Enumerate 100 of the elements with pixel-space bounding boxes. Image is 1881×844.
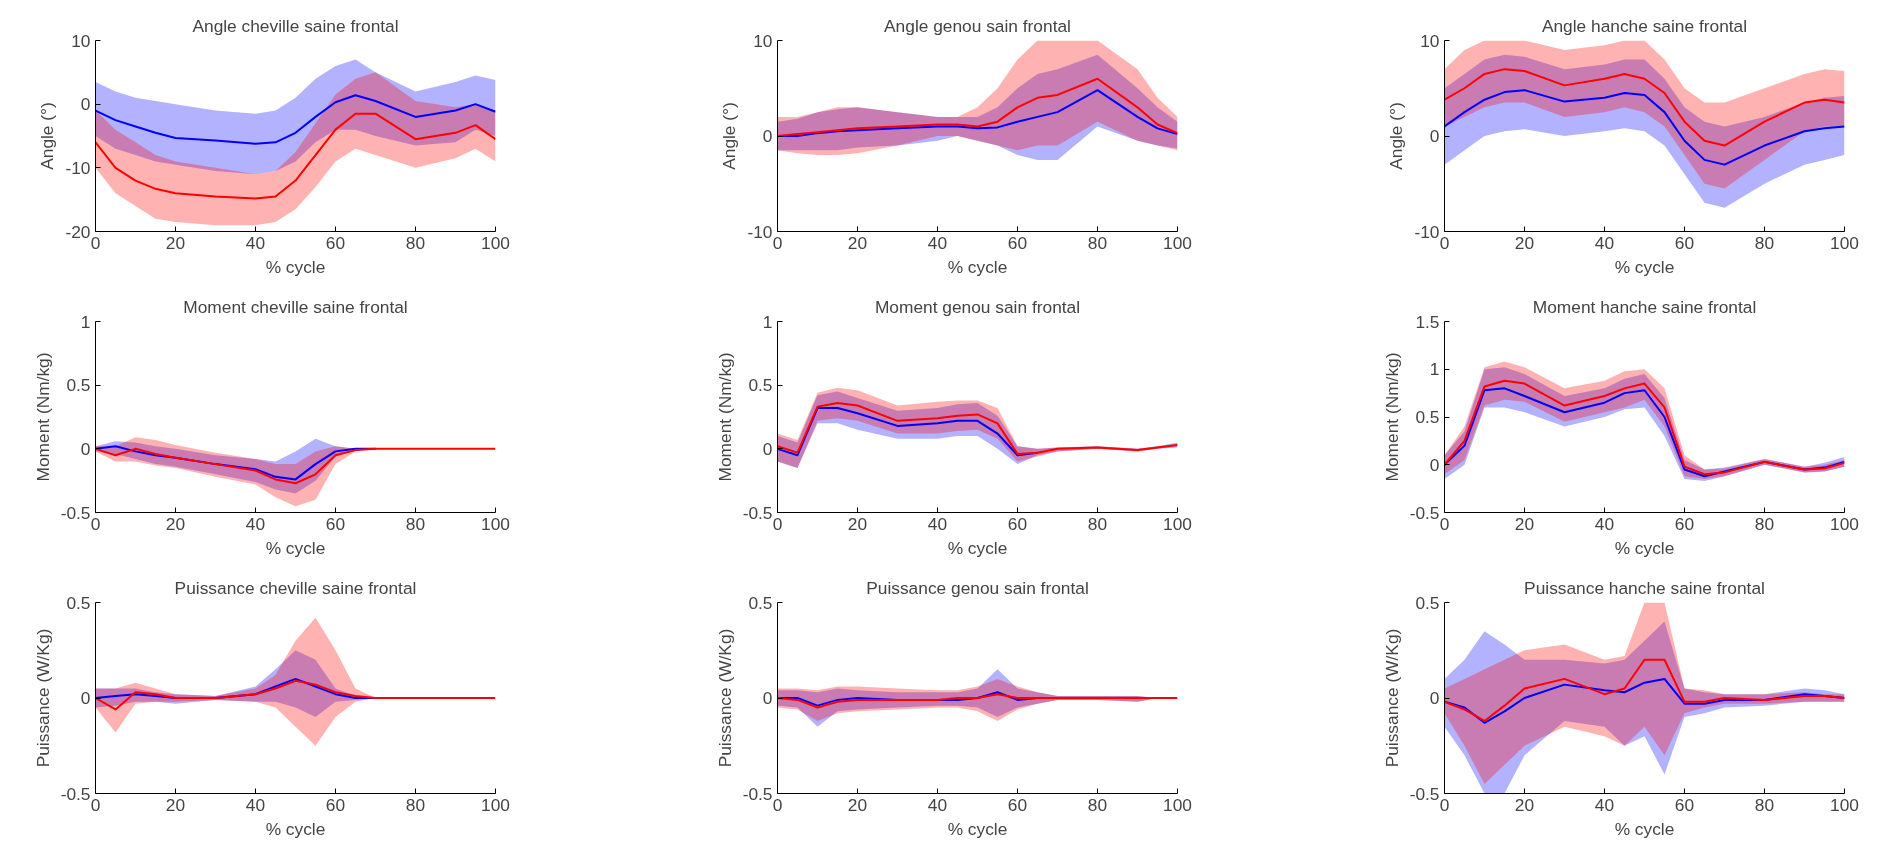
x-tick-label: 80 bbox=[1087, 232, 1108, 253]
y-tick-label: 1 bbox=[1429, 359, 1440, 380]
x-tick-label: 60 bbox=[1007, 232, 1028, 253]
chart-title: Angle cheville saine frontal bbox=[192, 15, 399, 36]
x-tick-label: 60 bbox=[325, 794, 346, 815]
y-axis-title: Moment (Nm/kg) bbox=[32, 352, 53, 482]
x-tick-label: 60 bbox=[1007, 794, 1028, 815]
y-axis-title: Angle (°) bbox=[719, 102, 740, 170]
x-tick-label: 20 bbox=[847, 794, 868, 815]
x-tick-label: 60 bbox=[325, 513, 346, 534]
x-axis-title: % cycle bbox=[265, 537, 326, 558]
y-tick-label: 1.5 bbox=[1415, 311, 1440, 332]
x-tick-label: 40 bbox=[1594, 232, 1615, 253]
y-axis-title: Angle (°) bbox=[1386, 102, 1407, 170]
x-tick-label: 20 bbox=[847, 513, 868, 534]
x-tick-label: 60 bbox=[325, 232, 346, 253]
x-tick-label: 80 bbox=[1087, 513, 1108, 534]
x-tick-label: 80 bbox=[1087, 794, 1108, 815]
x-tick-label: 80 bbox=[405, 794, 426, 815]
y-tick-label: -0.5 bbox=[1409, 783, 1440, 804]
y-tick-label: 1 bbox=[80, 311, 91, 332]
x-tick-label: 20 bbox=[1514, 794, 1535, 815]
x-tick-label: 20 bbox=[165, 794, 186, 815]
x-tick-label: 40 bbox=[927, 513, 948, 534]
chart-title: Puissance hanche saine frontal bbox=[1524, 577, 1765, 598]
y-tick-label: 0 bbox=[762, 688, 773, 708]
y-axis-title: Puissance (W/Kg) bbox=[1381, 628, 1402, 768]
x-tick-label: 80 bbox=[405, 513, 426, 534]
y-tick-label: 10 bbox=[71, 30, 91, 51]
y-tick-label: 10 bbox=[1420, 30, 1440, 51]
chart-title: Moment genou sain frontal bbox=[874, 296, 1081, 317]
x-tick-label: 100 bbox=[1830, 794, 1859, 815]
y-axis-title: Moment (Nm/kg) bbox=[714, 352, 735, 482]
y-tick-label: -0.5 bbox=[1409, 502, 1440, 523]
x-tick-label: 60 bbox=[1674, 513, 1695, 534]
y-tick-label: -0.5 bbox=[742, 502, 773, 523]
x-axis-title: % cycle bbox=[1614, 818, 1675, 839]
x-axis-title: % cycle bbox=[1614, 256, 1675, 277]
chart-title: Puissance genou sain frontal bbox=[866, 577, 1089, 598]
y-tick-label: 10 bbox=[753, 30, 773, 51]
x-tick-label: 60 bbox=[1007, 513, 1028, 534]
x-tick-label: 20 bbox=[165, 232, 186, 253]
chart-title: Angle genou sain frontal bbox=[884, 15, 1071, 36]
x-tick-label: 40 bbox=[1594, 794, 1615, 815]
chart-title: Puissance cheville saine frontal bbox=[174, 577, 417, 598]
y-tick-label: 0 bbox=[80, 94, 91, 115]
x-tick-label: 80 bbox=[1754, 794, 1775, 815]
x-tick-label: 60 bbox=[1674, 232, 1695, 253]
x-tick-label: 40 bbox=[927, 232, 948, 253]
y-tick-label: 0 bbox=[80, 438, 91, 459]
x-tick-label: 100 bbox=[1163, 513, 1192, 534]
y-axis-title: Angle (°) bbox=[37, 102, 58, 170]
x-tick-label: 60 bbox=[1674, 794, 1695, 815]
x-tick-label: 100 bbox=[1830, 513, 1859, 534]
x-tick-label: 40 bbox=[927, 794, 948, 815]
y-tick-label: 0 bbox=[762, 438, 773, 459]
x-tick-label: 20 bbox=[847, 232, 868, 253]
y-axis-title: Puissance (W/Kg) bbox=[32, 628, 53, 768]
chart-title: Angle hanche saine frontal bbox=[1541, 15, 1748, 36]
x-tick-label: 100 bbox=[481, 513, 510, 534]
x-tick-label: 100 bbox=[1163, 794, 1192, 815]
y-tick-label: 0.5 bbox=[748, 592, 773, 613]
y-tick-label: 0.5 bbox=[66, 592, 91, 613]
x-axis-title: % cycle bbox=[1614, 537, 1675, 558]
y-tick-label: 0.5 bbox=[66, 375, 91, 396]
chart-title: Moment hanche saine frontal bbox=[1532, 296, 1757, 317]
x-tick-label: 40 bbox=[245, 794, 266, 815]
y-tick-label: 0.5 bbox=[748, 375, 773, 396]
y-tick-label: -10 bbox=[65, 157, 91, 178]
y-tick-label: 0 bbox=[1429, 688, 1440, 708]
y-tick-label: 0 bbox=[762, 126, 773, 146]
x-tick-label: 40 bbox=[1594, 513, 1615, 534]
x-axis-title: % cycle bbox=[265, 818, 326, 839]
y-tick-label: 0 bbox=[1429, 126, 1440, 146]
x-tick-label: 100 bbox=[481, 794, 510, 815]
x-tick-label: 80 bbox=[405, 232, 426, 253]
y-tick-label: 0.5 bbox=[1415, 592, 1440, 613]
x-tick-label: 100 bbox=[1163, 232, 1192, 253]
x-tick-label: 20 bbox=[1514, 513, 1535, 534]
y-tick-label: -10 bbox=[747, 221, 773, 242]
x-tick-label: 80 bbox=[1754, 232, 1775, 253]
y-axis-title: Moment (Nm/kg) bbox=[1381, 352, 1402, 482]
x-axis-title: % cycle bbox=[947, 818, 1008, 839]
x-tick-label: 80 bbox=[1754, 513, 1775, 534]
x-tick-label: 20 bbox=[1514, 232, 1535, 253]
y-tick-label: 0 bbox=[1429, 454, 1440, 475]
x-tick-label: 100 bbox=[1830, 232, 1859, 253]
x-axis-title: % cycle bbox=[947, 256, 1008, 277]
x-tick-label: 40 bbox=[245, 232, 266, 253]
x-tick-label: 20 bbox=[165, 513, 186, 534]
y-tick-label: -0.5 bbox=[60, 502, 91, 523]
chart-title: Moment cheville saine frontal bbox=[183, 296, 408, 317]
y-tick-label: -10 bbox=[1414, 221, 1440, 242]
y-tick-label: 1 bbox=[762, 311, 773, 332]
x-tick-label: 40 bbox=[245, 513, 266, 534]
x-tick-label: 100 bbox=[481, 232, 510, 253]
y-axis-title: Puissance (W/Kg) bbox=[714, 628, 735, 768]
y-tick-label: -0.5 bbox=[742, 783, 773, 804]
y-tick-label: 0 bbox=[80, 688, 91, 708]
x-axis-title: % cycle bbox=[265, 256, 326, 277]
